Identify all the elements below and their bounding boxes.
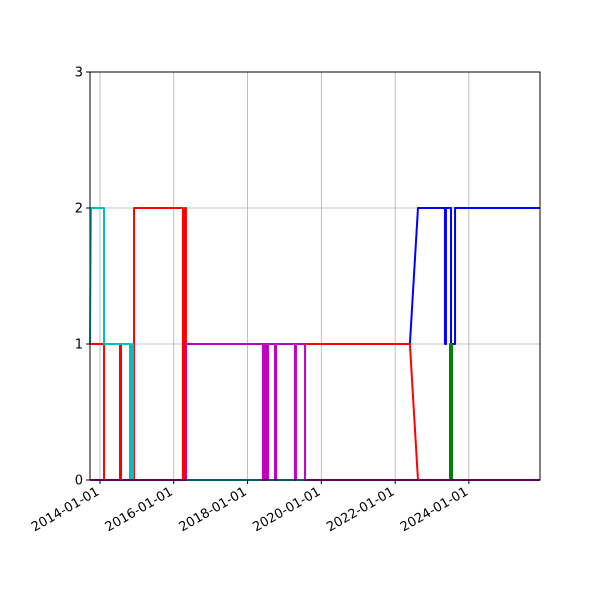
ticks: 0 1 2 3 2014-01-01 2016-01-01 2018-01-01 2020-0… [29, 66, 471, 536]
y-tick-label: 0 [75, 474, 83, 489]
grid [90, 71, 540, 481]
plot-frame [89, 71, 541, 481]
x-tick-label: 2022-01-01 [324, 484, 397, 535]
series-line [90, 343, 540, 481]
y-tick-label: 3 [75, 66, 83, 81]
x-tick-label: 2020-01-01 [250, 484, 323, 535]
x-tick-label: 2014-01-01 [29, 484, 102, 535]
x-tick-label: 2024-01-01 [398, 484, 471, 535]
y-tick-label: 1 [75, 338, 83, 353]
series-line [90, 343, 540, 481]
x-tick-label: 2018-01-01 [177, 484, 250, 535]
y-tick-label: 2 [75, 202, 83, 217]
x-tick-label: 2016-01-01 [103, 484, 176, 535]
